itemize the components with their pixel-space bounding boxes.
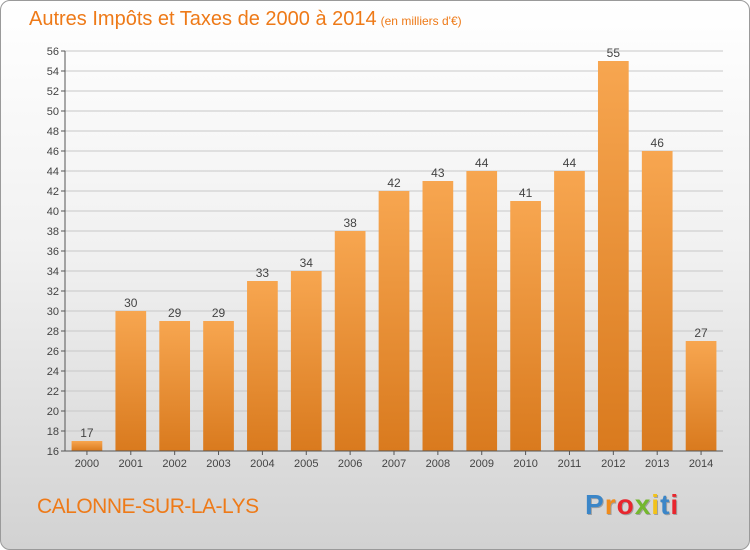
bar: [71, 441, 103, 451]
bar: [641, 151, 673, 451]
axes: 16 18 20 22 24 26 28 30 32 34 36 38 40 42 44 46 48 50 52 54…: [47, 46, 723, 470]
bar-value-label: 38: [343, 216, 357, 230]
y-tick-label: 48: [47, 126, 59, 138]
x-tick-label: 2004: [250, 458, 274, 470]
bar-value-label: 43: [431, 166, 445, 180]
bar: [159, 321, 191, 451]
town-name: CALONNE-SUR-LA-LYS: [37, 495, 259, 518]
bar: [466, 171, 498, 451]
bar-value-label: 44: [475, 156, 489, 170]
bar-value-label: 44: [563, 156, 577, 170]
x-tick-label: 2006: [338, 458, 362, 470]
logo-letter: t: [660, 489, 671, 520]
y-tick-label: 42: [47, 186, 59, 198]
x-tick-label: 2007: [382, 458, 406, 470]
bar: [685, 341, 717, 451]
bar-value-label: 34: [300, 256, 314, 270]
x-tick-label: 2014: [689, 458, 713, 470]
logo-letter: P: [585, 489, 605, 520]
y-tick-label: 54: [47, 66, 59, 78]
bar-value-label: 55: [607, 46, 621, 60]
bar-value-label: 41: [519, 186, 533, 200]
bar: [554, 171, 585, 451]
bar: [334, 231, 366, 451]
bar-value-label: 33: [256, 266, 270, 280]
bar: [203, 321, 234, 451]
x-tick-label: 2009: [469, 458, 493, 470]
y-tick-label: 32: [47, 286, 59, 298]
logo-letter: o: [616, 489, 635, 520]
bar: [378, 191, 410, 451]
bar-value-label: 30: [124, 296, 138, 310]
y-tick-label: 56: [47, 46, 59, 58]
bar-value-label: 17: [80, 426, 94, 440]
x-tick-label: 2008: [426, 458, 450, 470]
y-tick-label: 30: [47, 306, 59, 318]
chart-title: Autres Impôts et Taxes de 2000 à 2014 (en…: [29, 8, 462, 31]
y-tick-label: 46: [47, 146, 59, 158]
y-tick-label: 38: [47, 226, 59, 238]
y-tick-label: 52: [47, 86, 59, 98]
y-tick-label: 36: [47, 246, 59, 258]
y-tick-label: 26: [47, 346, 59, 358]
logo-letter: x: [634, 489, 652, 520]
y-tick-label: 50: [47, 106, 59, 118]
title-text: Autres Impôts et Taxes de 2000 à 2014: [29, 8, 377, 30]
bar: [422, 181, 454, 451]
y-tick-label: 40: [47, 206, 59, 218]
y-tick-label: 22: [47, 386, 59, 398]
logo-letter: i: [651, 489, 661, 520]
x-tick-label: 2011: [558, 458, 582, 470]
y-tick-label: 18: [47, 426, 59, 438]
y-tick-label: 16: [47, 446, 59, 458]
y-tick-label: 24: [47, 366, 59, 378]
x-tick-label: 2012: [601, 458, 625, 470]
bar-value-label: 29: [168, 306, 182, 320]
x-tick-label: 2002: [162, 458, 186, 470]
bar: [510, 201, 541, 451]
bar-value-label: 42: [387, 176, 401, 190]
bar: [597, 61, 629, 451]
bar: [115, 311, 147, 451]
unit-label: (en milliers d'€): [380, 14, 462, 28]
x-tick-label: 2001: [119, 458, 143, 470]
x-tick-label: 2003: [206, 458, 230, 470]
bar-value-label: 27: [694, 326, 708, 340]
logo-letter: i: [670, 489, 680, 520]
x-tick-label: 2010: [513, 458, 537, 470]
x-tick-label: 2013: [645, 458, 669, 470]
y-tick-label: 20: [47, 406, 59, 418]
logo-letter: r: [604, 489, 617, 520]
y-tick-label: 28: [47, 326, 59, 338]
bar-value-label: 29: [212, 306, 226, 320]
bar-value-label: 46: [651, 136, 665, 150]
bar: [247, 281, 278, 451]
x-tick-label: 2000: [75, 458, 99, 470]
bars: [71, 61, 717, 451]
proxiti-logo: Proxiti: [585, 489, 679, 521]
y-tick-label: 34: [47, 266, 59, 278]
x-tick-label: 2005: [294, 458, 318, 470]
data-labels: 17 30 29 29 33 34 38 42 43 44 41 44 55 46 27: [80, 46, 708, 440]
bar: [290, 271, 322, 451]
y-tick-label: 44: [47, 166, 59, 178]
